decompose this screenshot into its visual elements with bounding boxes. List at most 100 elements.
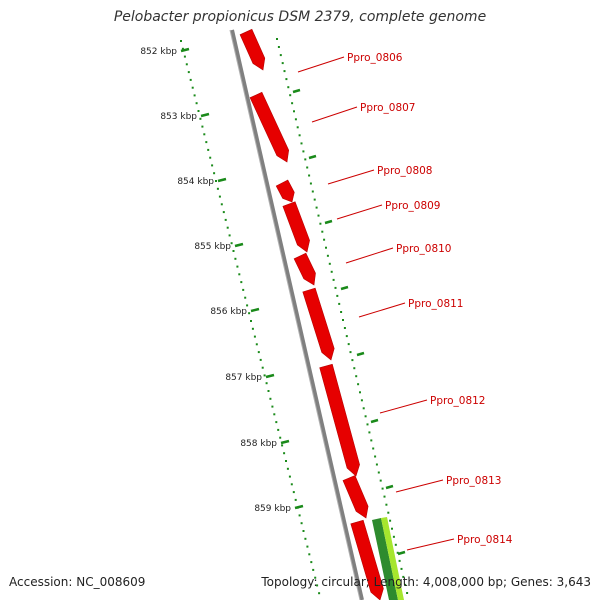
gene-leader-line — [406, 538, 455, 551]
scale-dot — [199, 117, 202, 120]
scale-dot — [279, 436, 282, 439]
scale-dot — [209, 156, 212, 159]
gene-arrow[interactable] — [319, 363, 360, 477]
scale-dot — [267, 390, 270, 392]
gene-label[interactable]: Ppro_0814 — [457, 534, 513, 546]
kbp-tick-label: 857 kbp — [225, 373, 262, 383]
scale-dot — [286, 467, 289, 470]
scale-dot — [347, 343, 350, 346]
scale-dot — [336, 294, 339, 297]
kbp-tick-label: 858 kbp — [240, 439, 277, 449]
gene-label[interactable]: Ppro_0808 — [377, 165, 432, 177]
scale-dot — [351, 359, 354, 362]
scale-dot — [236, 265, 239, 268]
kbp-tick-right — [308, 154, 317, 160]
green-gene-light[interactable] — [381, 517, 404, 600]
scale-dot — [279, 54, 282, 57]
scale-dot — [372, 447, 375, 450]
scale-dot — [389, 519, 392, 522]
scale-dot — [215, 180, 217, 182]
scale-dot — [349, 351, 352, 354]
scale-dot — [323, 238, 326, 241]
scale-dot — [383, 495, 386, 498]
scale-dot — [294, 118, 297, 121]
scale-dot — [311, 190, 314, 193]
scale-dot — [314, 576, 317, 579]
gene-label[interactable]: Ppro_0813 — [446, 475, 501, 487]
scale-dot — [304, 537, 307, 540]
scale-dot — [342, 319, 344, 321]
scale-dot — [362, 407, 365, 410]
scale-dot — [253, 335, 256, 338]
scale-dot — [355, 375, 358, 378]
topology-label: Topology: circular; Length: 4,008,000 bp… — [261, 575, 591, 589]
scale-dot — [316, 584, 319, 587]
scale-dot — [300, 142, 303, 145]
genome-backbone — [229, 29, 364, 601]
gene-leader-line — [395, 479, 444, 493]
kbp-tick-label: 853 kbp — [160, 112, 197, 122]
gene-arrow[interactable] — [293, 252, 316, 286]
gene-label[interactable]: Ppro_0810 — [396, 243, 451, 255]
scale-dot — [387, 511, 390, 514]
scale-dot — [312, 568, 315, 571]
gene-arrow[interactable] — [275, 179, 295, 203]
scale-dot — [238, 273, 241, 276]
scale-dot — [287, 86, 290, 89]
scale-dot — [317, 214, 320, 217]
scale-dot — [370, 439, 373, 442]
scale-dot — [271, 405, 274, 408]
scale-dot — [325, 246, 327, 249]
scale-dot — [275, 421, 278, 424]
scale-dot — [261, 366, 264, 369]
scale-dot — [250, 320, 252, 322]
kbp-tick-label: 855 kbp — [194, 242, 231, 252]
scale-dot — [185, 63, 188, 66]
scale-dot — [308, 553, 311, 556]
gene-label[interactable]: Ppro_0812 — [430, 395, 485, 407]
gene-arrow[interactable] — [350, 519, 384, 601]
scale-dot — [379, 479, 382, 482]
scale-dot — [302, 150, 305, 153]
scale-dot — [326, 254, 329, 257]
scale-dot — [353, 367, 356, 370]
scale-dot — [207, 148, 210, 151]
kbp-tick-right — [385, 484, 394, 490]
scale-dot — [332, 278, 335, 281]
scale-dot — [309, 182, 312, 185]
gene-label[interactable]: Ppro_0806 — [347, 52, 403, 64]
gene-label[interactable]: Ppro_0811 — [408, 298, 463, 310]
scale-dot — [338, 302, 341, 305]
scale-dot — [381, 487, 384, 490]
scale-dot — [308, 174, 311, 177]
scale-dot — [298, 134, 301, 137]
scale-dot — [345, 335, 348, 338]
scale-dot — [269, 397, 272, 400]
scale-dot — [404, 583, 407, 586]
gene-arrow[interactable] — [302, 287, 335, 361]
scale-dot — [319, 222, 322, 225]
gene-arrow[interactable] — [239, 28, 266, 71]
scale-dot — [234, 257, 237, 260]
scale-dot — [213, 172, 216, 175]
scale-dot — [218, 195, 221, 198]
scale-dot — [285, 78, 288, 81]
scale-dot — [400, 567, 403, 570]
gene-label[interactable]: Ppro_0809 — [385, 200, 440, 212]
green-gene-dark[interactable] — [372, 518, 398, 600]
gene-arrow[interactable] — [249, 91, 290, 163]
scale-dot — [191, 86, 194, 89]
gene-arrow[interactable] — [342, 475, 369, 519]
scale-dot — [283, 70, 286, 73]
scale-dot — [228, 234, 231, 237]
gene-arrow[interactable] — [282, 201, 310, 253]
scale-dot — [343, 327, 346, 329]
scale-dot — [224, 218, 227, 221]
scale-dot — [222, 211, 225, 214]
scale-dot — [313, 198, 316, 201]
gene-label[interactable]: Ppro_0807 — [360, 102, 415, 114]
scale-dot — [398, 559, 401, 562]
scale-dot — [374, 455, 377, 458]
scale-dot — [375, 463, 378, 466]
scale-dot — [318, 592, 321, 595]
